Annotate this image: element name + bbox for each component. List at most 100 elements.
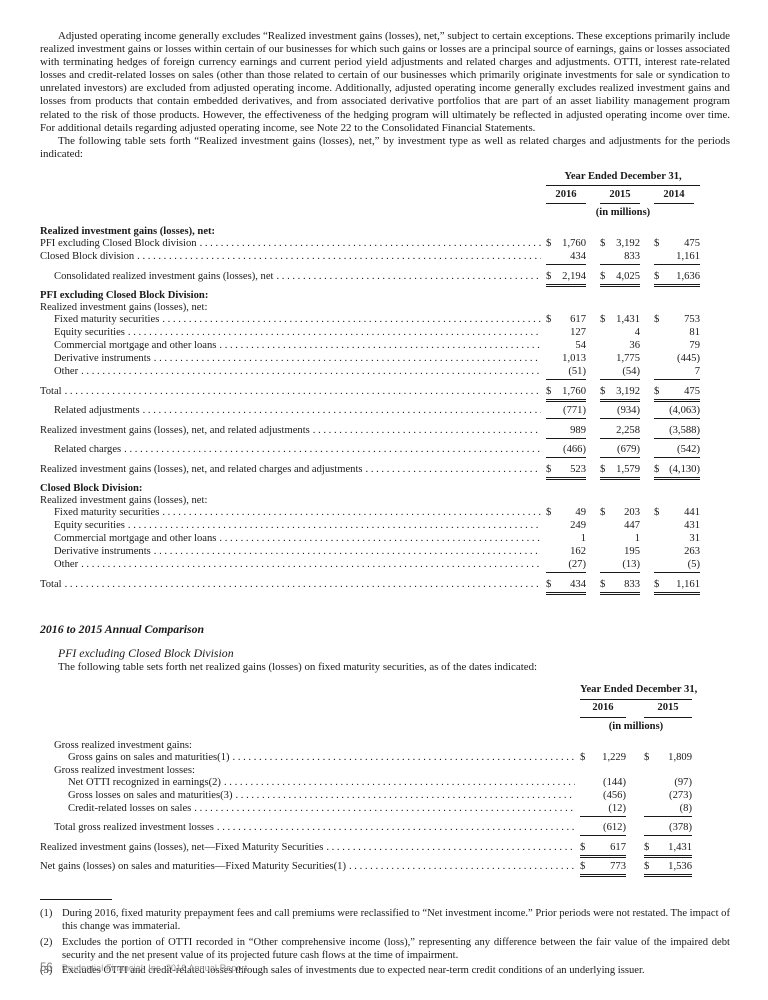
value-cell: (771)	[546, 405, 586, 420]
cell-amount: 475	[684, 238, 700, 250]
value-cell: 833	[600, 251, 640, 266]
dollar-sign: $	[580, 751, 586, 763]
dollar-sign: $	[580, 861, 586, 873]
cell-amount: 617	[570, 314, 586, 326]
value-cell: 447	[600, 520, 640, 533]
value-cell: $475	[654, 238, 700, 251]
row-label-text: Other	[54, 366, 79, 378]
value-cell: $434	[546, 578, 586, 595]
dollar-sign: $	[546, 270, 552, 282]
value-cell: 263	[654, 546, 700, 559]
row-label: Total	[40, 386, 546, 398]
table-row: Closed Block Division:	[40, 483, 700, 495]
row-label: Related charges	[40, 444, 546, 456]
cell-amount: 523	[570, 463, 586, 475]
cell-amount: (3,588)	[669, 424, 700, 436]
cell-amount: 753	[684, 314, 700, 326]
value-cell: 36	[600, 340, 640, 353]
row-values: 1,013 1,775 (445)	[546, 353, 700, 366]
cell-amount: 4,025	[616, 270, 640, 282]
row-label-text: Derivative instruments	[54, 546, 151, 558]
dollar-sign: $	[600, 270, 606, 282]
report-title: Prudential Financial, Inc. 2016 Annual R…	[61, 963, 248, 973]
row-label: Derivative instruments	[40, 353, 546, 365]
year-column-label: 2016	[546, 189, 586, 205]
dot-leader	[143, 405, 541, 417]
dollar-sign: $	[654, 385, 660, 397]
cell-amount: (771)	[563, 405, 586, 417]
year-columns: 2016 2015	[580, 700, 692, 718]
table-row: Derivative instruments 162 195 263	[40, 546, 700, 559]
dot-leader	[81, 366, 541, 378]
row-values: $434 $833 $1,161	[546, 578, 700, 595]
row-label-text: PFI excluding Closed Block division	[40, 238, 197, 250]
table-row: Realized investment gains (losses), net:	[40, 302, 700, 314]
cell-amount: 54	[575, 340, 586, 352]
value-cell: $49	[546, 507, 586, 520]
year-column-label: 2015	[600, 189, 640, 205]
row-values: 1 1 31	[546, 533, 700, 546]
table-row: Commercial mortgage and other loans 1 1 31	[40, 533, 700, 546]
value-cell: 989	[546, 425, 586, 439]
cell-amount: 81	[689, 327, 700, 339]
value-cell: $441	[654, 507, 700, 520]
cell-amount: (456)	[603, 789, 626, 801]
dollar-sign: $	[546, 238, 552, 250]
cell-amount: 773	[610, 861, 626, 873]
table-row: Fixed maturity securities$49$203$441	[40, 507, 700, 520]
row-label-text: Related adjustments	[54, 405, 140, 417]
value-cell: $4,025	[600, 270, 640, 287]
cell-amount: 2,194	[562, 270, 586, 282]
table-header-block: Year Ended December 31, 2016 2015 (in milli…	[580, 684, 697, 733]
row-label: Net OTTI recognized in earnings(2)	[40, 777, 580, 789]
row-label: Total gross realized investment losses	[40, 822, 580, 834]
realized-investment-gains-table: Year Ended December 31, 2016 2015 2014 (in m…	[40, 171, 700, 595]
row-label: Credit-related losses on sales	[40, 803, 580, 815]
row-label-text: Total	[40, 578, 62, 590]
value-cell: $1,636	[654, 271, 700, 287]
dot-leader	[194, 803, 575, 815]
table-header-block: Year Ended December 31, 2016 2015 2014 (in m…	[546, 171, 700, 220]
value-cell: (679)	[600, 444, 640, 459]
row-label: Realized investment gains (losses), net—…	[40, 842, 580, 854]
cell-amount: 263	[684, 546, 700, 558]
row-label-text: Commercial mortgage and other loans	[54, 340, 217, 352]
dollar-sign: $	[654, 463, 660, 475]
row-label-text: Total	[40, 385, 62, 397]
row-label: Realized investment gains (losses), net,…	[40, 464, 546, 476]
cell-amount: 434	[570, 578, 586, 590]
table-row: Fixed maturity securities$617$1,431$753	[40, 314, 700, 327]
value-cell: 431	[654, 520, 700, 533]
row-label: Gross gains on sales and maturities(1)	[40, 752, 580, 764]
table-body: Realized investment gains (losses), net:…	[40, 226, 700, 595]
cell-amount: 1,809	[668, 751, 692, 763]
dollar-sign: $	[600, 314, 606, 326]
value-cell: $1,760	[546, 238, 586, 251]
value-cell: (27)	[546, 559, 586, 574]
cell-amount: 1	[580, 533, 586, 545]
cell-amount: 1,161	[676, 251, 700, 263]
dollar-sign: $	[644, 841, 650, 853]
cell-amount: (144)	[603, 776, 626, 788]
table-row: Realized investment gains (losses), net,…	[40, 425, 700, 439]
value-cell: (378)	[644, 822, 692, 837]
table-row: Related adjustments (771) (934) (4,063)	[40, 405, 700, 420]
table-row: Total$1,760$3,192$475	[40, 385, 700, 402]
row-label-text: Realized investment gains (losses), net,…	[40, 463, 363, 475]
dollar-sign: $	[546, 385, 552, 397]
row-label: Related adjustments	[40, 405, 546, 417]
table-row: Gross realized investment losses:	[40, 765, 692, 777]
row-values: $773 $1,536	[580, 861, 692, 878]
row-label-text: Equity securities	[54, 327, 125, 339]
cell-amount: (466)	[563, 444, 586, 456]
table-row: Closed Block division 434 833 1,161	[40, 251, 700, 266]
row-label-text: Gross losses on sales and maturities(3)	[68, 789, 233, 801]
row-values: 54 36 79	[546, 340, 700, 353]
cell-amount: 1,013	[562, 353, 586, 365]
cell-amount: 49	[575, 507, 586, 519]
row-label-text: Fixed maturity securities	[54, 507, 160, 519]
value-cell: $617	[546, 314, 586, 327]
cell-amount: (612)	[603, 822, 626, 834]
value-cell: (144)	[580, 777, 626, 790]
